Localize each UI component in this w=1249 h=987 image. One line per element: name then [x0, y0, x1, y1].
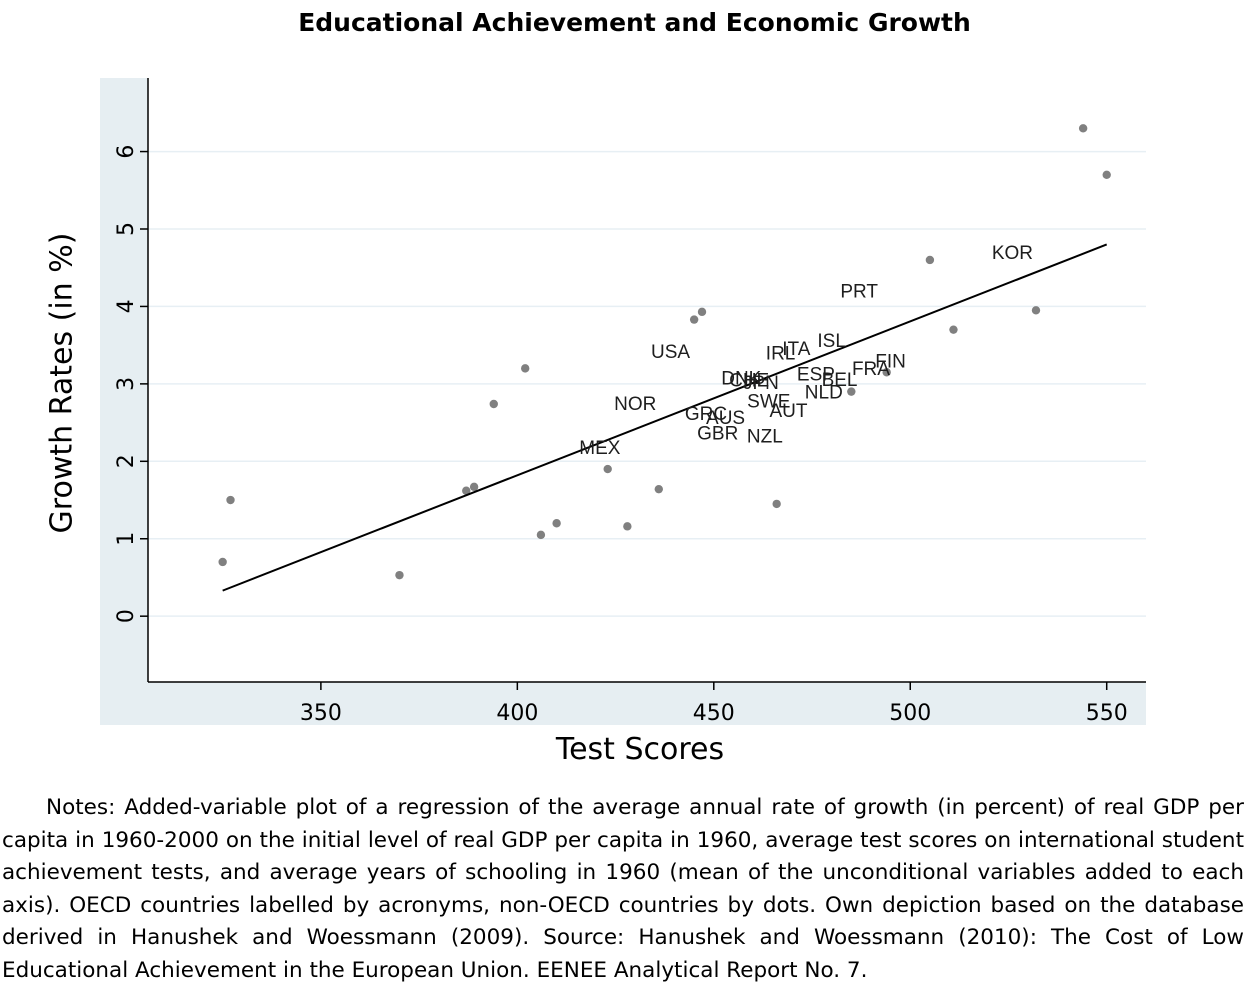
data-point [489, 399, 498, 409]
data-point [1102, 170, 1111, 179]
country-label-jpn: JPN [743, 373, 779, 394]
country-label-bel: BEL [822, 370, 858, 391]
x-tick-label: 450 [693, 701, 735, 726]
data-point [462, 486, 471, 495]
data-point [882, 368, 891, 377]
data-point [949, 325, 958, 334]
country-label-fin: FIN [875, 351, 906, 372]
country-label-dnk: DNK [721, 368, 761, 389]
country-label-mex: MEX [579, 438, 621, 459]
x-tick-label: 400 [496, 701, 538, 726]
country-label-gbr: GBR [697, 423, 738, 444]
y-axis-title: Growth Rates (in %) [44, 232, 80, 534]
data-point [226, 495, 235, 505]
y-tick-label: 3 [114, 377, 139, 391]
y-axis-ticks: 0 1 2 3 4 5 6 [114, 145, 148, 623]
data-point [395, 570, 404, 580]
country-label-grc: GRC [685, 404, 727, 425]
country-label-nzl: NZL [747, 426, 783, 447]
y-tick-label: 4 [114, 299, 139, 313]
country-label-esp: ESP [797, 364, 835, 385]
country-label-nor: NOR [614, 394, 656, 415]
country-label-isl: ISL [817, 331, 846, 352]
x-tick-label: 500 [889, 701, 931, 726]
data-point [654, 484, 663, 494]
data-point [689, 315, 699, 324]
country-label-fra: FRA [852, 359, 890, 380]
figure-notes: Notes: Added-variable plot of a regressi… [2, 795, 1244, 983]
data-point [603, 464, 612, 474]
country-label-prt: PRT [840, 282, 878, 303]
y-tick-label: 0 [114, 609, 139, 623]
data-point [218, 557, 227, 567]
country-label-kor: KOR [992, 243, 1033, 264]
y-tick-label: 5 [114, 222, 139, 236]
data-point [697, 307, 707, 317]
x-axis-ticks: 350 400 450 500 550 [300, 682, 1128, 726]
country-label-ita: ITA [782, 339, 810, 360]
y-tick-label: 2 [114, 454, 139, 468]
data-point [552, 519, 561, 528]
y-tick-label: 6 [114, 145, 139, 159]
x-tick-label: 350 [300, 701, 342, 726]
regression-line [222, 243, 1108, 592]
chart-title: Educational Achievement and Economic Gro… [298, 8, 971, 37]
unlabeled-points [218, 124, 1111, 580]
country-label-nld: NLD [805, 382, 843, 403]
data-point [847, 387, 856, 396]
country-label-swe: SWE [747, 392, 790, 413]
country-label-aus: AUS [706, 408, 745, 429]
grid-lines [148, 150, 1146, 617]
data-point [1078, 124, 1088, 133]
data-point [925, 255, 935, 265]
plot-area [148, 78, 1146, 682]
x-axis-title: Test Scores [555, 732, 725, 767]
country-label-irl: IRL [766, 344, 796, 365]
data-point [469, 482, 479, 492]
x-tick-label: 550 [1086, 701, 1128, 726]
country-label-che: CHE [729, 371, 769, 392]
country-label-usa: USA [651, 342, 690, 363]
y-tick-label: 1 [114, 532, 139, 546]
data-point [772, 499, 781, 509]
data-point [1031, 306, 1041, 315]
data-point [520, 364, 530, 373]
data-point [623, 522, 632, 531]
country-label-aut: AUT [769, 401, 807, 422]
data-point [536, 530, 546, 540]
